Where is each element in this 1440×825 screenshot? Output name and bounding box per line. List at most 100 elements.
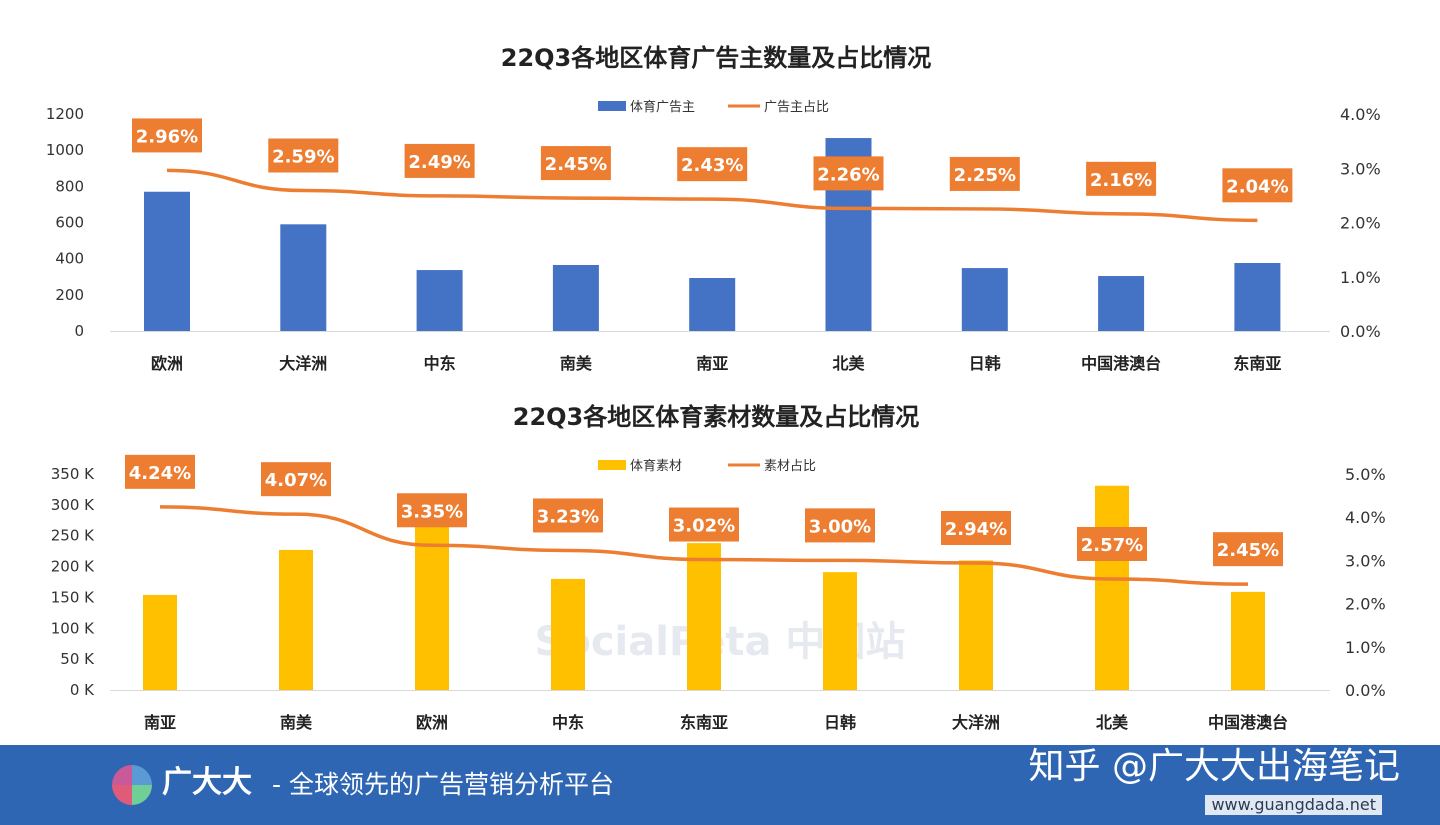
bar	[280, 224, 327, 331]
data-label-box	[1077, 526, 1147, 561]
data-label: 2.94%	[945, 519, 1007, 540]
brand-logo-icon	[112, 765, 152, 805]
data-label: 3.02%	[673, 516, 735, 537]
data-label: 2.16%	[1090, 170, 1152, 191]
bar	[687, 543, 721, 690]
bar	[1098, 276, 1145, 331]
y-tick-label: 400	[55, 250, 84, 268]
y-tick-label: 200 K	[51, 558, 95, 576]
bar	[1095, 485, 1129, 690]
ratio-line	[166, 168, 1258, 223]
data-label-box	[677, 147, 748, 182]
x-category-label: 南亚	[696, 354, 728, 373]
x-category-label: 南美	[560, 354, 593, 373]
y-tick-label: 300 K	[51, 496, 95, 514]
y-tick-label: 0	[74, 322, 84, 340]
data-label: 2.96%	[136, 126, 198, 147]
bar	[144, 191, 190, 331]
bar	[689, 278, 736, 331]
x-category-label: 日韩	[969, 354, 1001, 373]
legend-label-bars: 体育广告主	[630, 99, 695, 115]
x-category-label: 大洋洲	[952, 713, 1000, 732]
y2-tick-label: 4.0%	[1340, 105, 1381, 124]
data-label-box	[261, 462, 331, 497]
legend-swatch-bars	[598, 460, 626, 470]
data-label-box	[805, 508, 875, 543]
data-label-box	[397, 493, 467, 528]
brand-name: 广大大	[162, 765, 252, 800]
bar	[143, 594, 177, 690]
data-label-box	[540, 146, 611, 181]
bar	[415, 526, 449, 690]
bar	[961, 268, 1008, 331]
legend-swatch-bars	[598, 101, 626, 111]
x-category-label: 欧洲	[151, 354, 183, 373]
data-label-box	[404, 143, 475, 178]
data-label: 2.45%	[545, 154, 607, 175]
y2-tick-label: 0.0%	[1345, 681, 1386, 700]
data-label-box	[268, 138, 339, 173]
data-label-box	[1086, 161, 1157, 196]
footer-banner: 广大大 - 全球领先的广告营销分析平台 知乎 @广大大出海笔记 www.guan…	[0, 745, 1440, 825]
x-category-label: 南美	[280, 713, 313, 732]
x-category-label: 东南亚	[680, 713, 728, 732]
x-category-label: 南亚	[144, 713, 176, 732]
x-category-label: 中东	[552, 713, 584, 732]
bar	[1231, 591, 1265, 690]
data-label-box	[669, 507, 739, 542]
y2-tick-label: 2.0%	[1345, 595, 1386, 614]
data-label-box	[125, 454, 195, 489]
bar	[416, 270, 463, 331]
bar	[1234, 263, 1281, 331]
y-tick-label: 1200	[46, 105, 84, 123]
credit-text: 知乎 @广大大出海笔记	[1028, 746, 1400, 787]
data-label: 2.59%	[272, 146, 334, 167]
x-category-label: 北美	[832, 354, 865, 373]
data-label: 2.04%	[1226, 176, 1288, 197]
x-category-label: 东南亚	[1233, 354, 1281, 373]
y2-tick-label: 0.0%	[1340, 322, 1381, 341]
y2-tick-label: 4.0%	[1345, 508, 1386, 527]
data-label-box	[132, 118, 202, 153]
data-label: 4.24%	[129, 463, 191, 484]
data-label: 3.00%	[809, 516, 871, 537]
legend-label-line: 广告主占比	[764, 100, 829, 115]
y-tick-label: 600	[55, 214, 84, 232]
data-label-box	[533, 498, 603, 533]
chart-title: 22Q3各地区体育广告主数量及占比情况	[501, 44, 932, 72]
data-label-box	[941, 510, 1011, 545]
y-tick-label: 200	[55, 286, 84, 304]
data-label: 2.49%	[408, 152, 470, 173]
y-tick-label: 1000	[46, 141, 84, 159]
x-category-label: 北美	[1096, 713, 1129, 732]
data-label: 3.35%	[401, 501, 463, 522]
y2-tick-label: 2.0%	[1340, 214, 1381, 233]
y2-tick-label: 5.0%	[1345, 465, 1386, 484]
legend-label-bars: 体育素材	[630, 458, 682, 474]
data-label-box	[813, 156, 884, 191]
bar	[959, 560, 993, 690]
x-category-label: 大洋洲	[279, 354, 327, 373]
bar	[552, 264, 599, 331]
ratio-line	[159, 505, 1249, 586]
y-tick-label: 350 K	[51, 465, 95, 483]
x-category-label: 日韩	[824, 713, 856, 732]
x-category-label: 中东	[424, 354, 456, 373]
x-category-label: 中国港澳台	[1081, 354, 1161, 373]
data-label-box	[1222, 168, 1293, 203]
y-tick-label: 50 K	[60, 650, 95, 668]
data-label: 2.25%	[954, 165, 1016, 186]
x-category-label: 中国港澳台	[1208, 713, 1288, 732]
chart-title: 22Q3各地区体育素材数量及占比情况	[513, 403, 920, 431]
x-category-label: 欧洲	[416, 713, 448, 732]
data-label: 2.43%	[681, 155, 743, 176]
data-label: 3.23%	[537, 506, 599, 527]
data-label: 2.45%	[1217, 540, 1279, 561]
y-tick-label: 250 K	[51, 527, 95, 545]
data-label-box	[949, 156, 1020, 191]
y2-tick-label: 1.0%	[1345, 638, 1386, 657]
legend-label-line: 素材占比	[764, 459, 816, 474]
brand-slogan: - 全球领先的广告营销分析平台	[272, 770, 614, 799]
data-label: 4.07%	[265, 470, 327, 491]
chart-canvas: SocialPeta 中国站 22Q3各地区体育广告主数量及占比情况体育广告主广…	[46, 44, 1386, 732]
